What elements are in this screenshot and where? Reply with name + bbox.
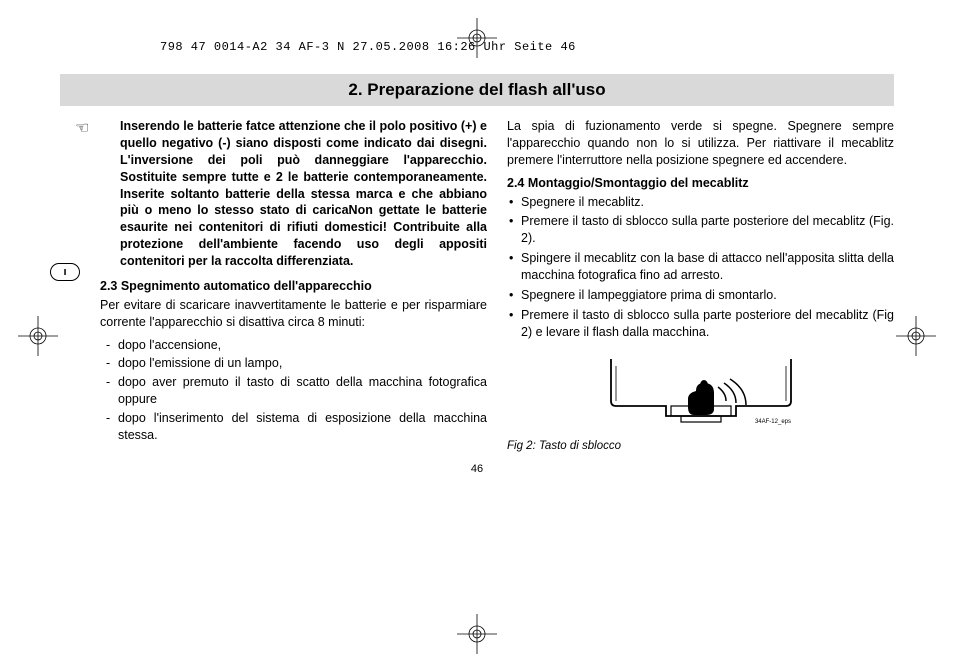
page-number: 46 — [60, 463, 894, 475]
list-item: dopo l'emissione di un lampo, — [106, 355, 487, 372]
list-item: Premere il tasto di sblocco sulla parte … — [507, 307, 894, 341]
section-2-4-head: 2.4 Montaggio/Smontaggio del mecablitz — [507, 175, 894, 192]
left-column: ı ☞ Inserendo le batterie fatce attenzio… — [60, 118, 487, 455]
right-intro: La spia di fuzionamento verde si spegne.… — [507, 118, 894, 169]
figure-label: 34AF-12_eps — [754, 419, 790, 425]
list-item: Premere il tasto di sblocco sulla parte … — [507, 213, 894, 247]
list-item: dopo aver premuto il tasto di scatto del… — [106, 374, 487, 408]
battery-notice: Inserendo le batterie fatce attenzione c… — [120, 118, 487, 270]
list-item: dopo l'accensione, — [106, 337, 487, 354]
print-header: 798 47 0014-A2 34 AF-3 N 27.05.2008 16:2… — [160, 40, 894, 54]
section-2-4-list: Spegnere il mecablitz. Premere il tasto … — [507, 194, 894, 341]
side-marker: ı — [50, 263, 80, 281]
list-item: Spegnere il mecablitz. — [507, 194, 894, 211]
section-title: 2. Preparazione del flash all'uso — [60, 74, 894, 106]
section-2-3-list: dopo l'accensione, dopo l'emissione di u… — [106, 337, 487, 444]
page-content: 798 47 0014-A2 34 AF-3 N 27.05.2008 16:2… — [60, 40, 894, 632]
list-item: Spingere il mecablitz con la base di att… — [507, 250, 894, 284]
figure-2: 34AF-12_eps Fig 2: Tasto di sblocco — [507, 351, 894, 455]
section-2-3-intro: Per evitare di scaricare inavvertitament… — [100, 297, 487, 331]
crop-mark-left — [18, 316, 58, 356]
crop-mark-right — [896, 316, 936, 356]
list-item: Spegnere il lampeggiatore prima di smont… — [507, 287, 894, 304]
pointing-hand-icon: ☞ — [75, 118, 89, 140]
list-item: dopo l'inserimento del sistema di esposi… — [106, 410, 487, 444]
right-column: La spia di fuzionamento verde si spegne.… — [507, 118, 894, 455]
release-button-illustration: 34AF-12_eps — [596, 351, 806, 431]
figure-caption: Fig 2: Tasto di sblocco — [507, 439, 894, 455]
section-2-3-head: 2.3 Spegnimento automatico dell'apparecc… — [100, 278, 487, 295]
